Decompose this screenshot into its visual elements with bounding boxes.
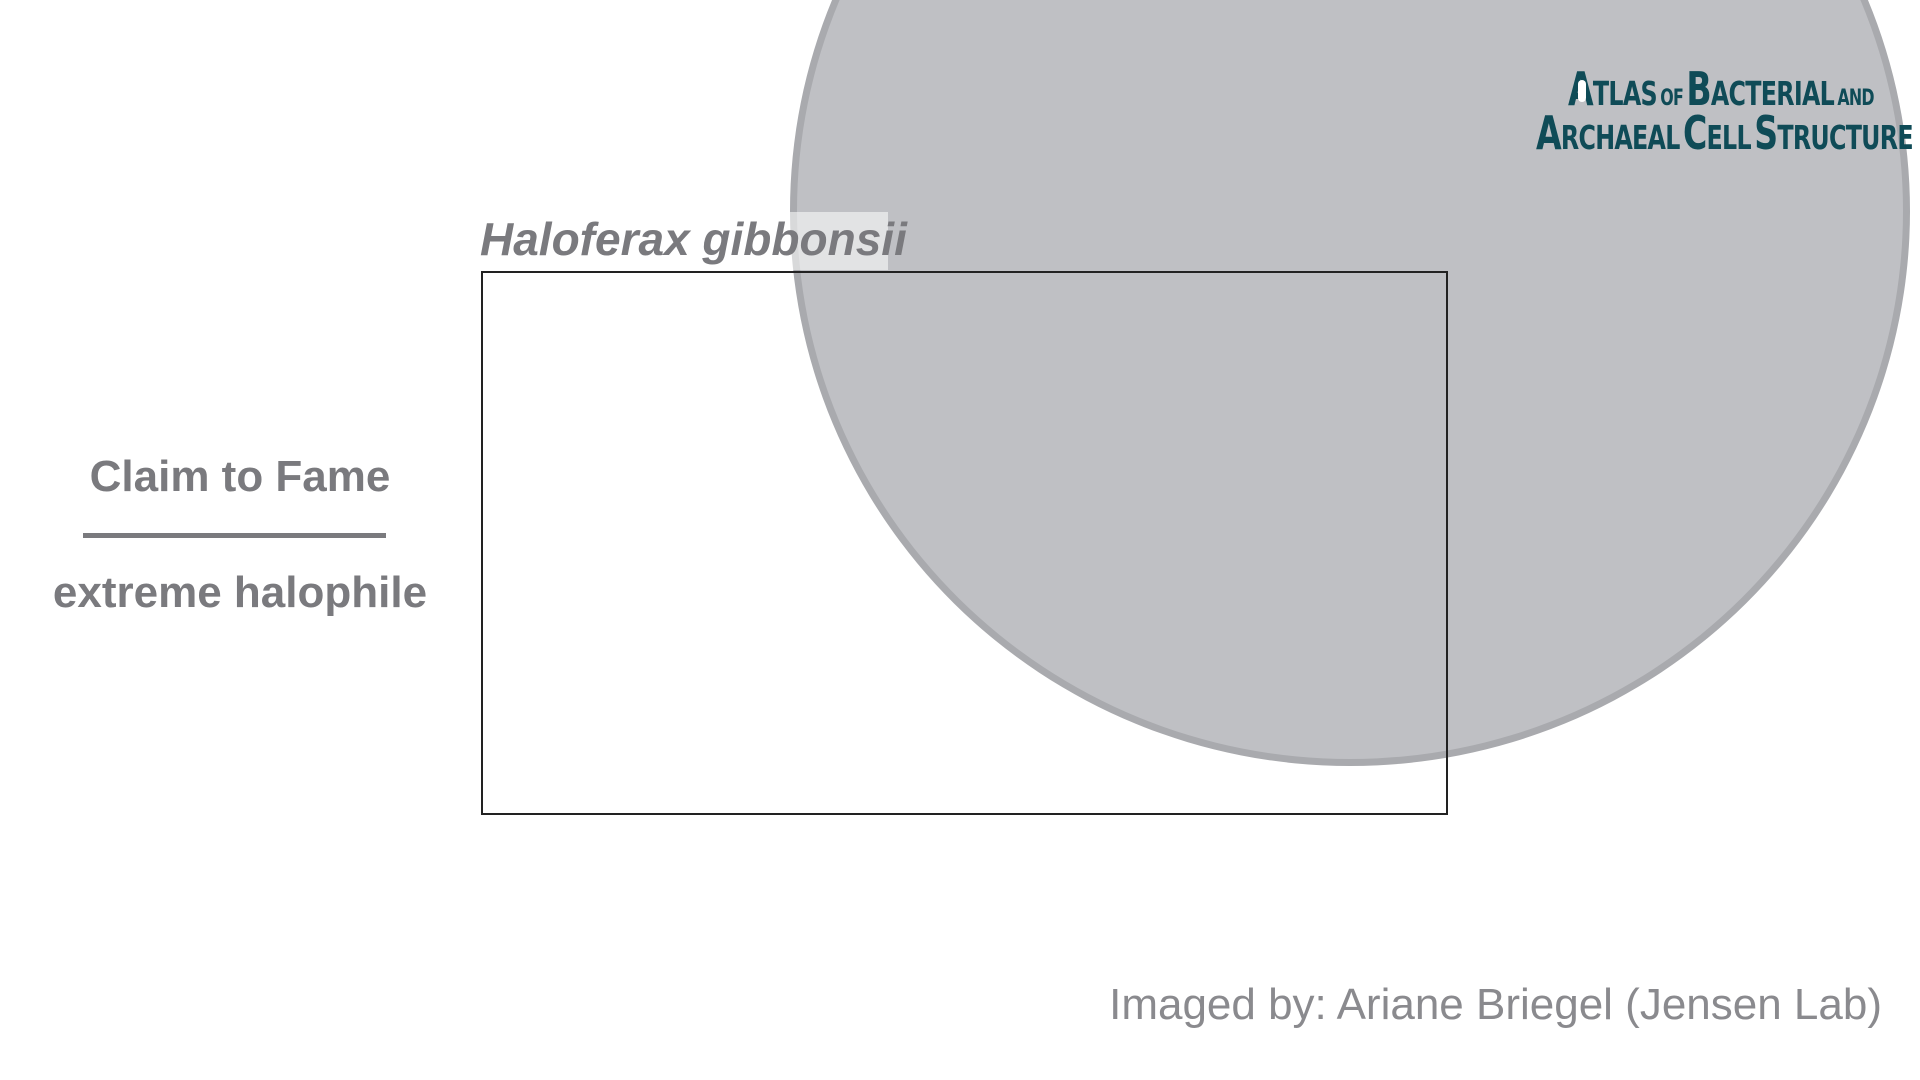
logo-word: ELL [1706,118,1752,157]
logo-letter: C [1682,106,1707,160]
logo-letter: A [1536,106,1562,160]
image-credit: Imaged by: Ariane Briegel (Jensen Lab) [1109,980,1882,1029]
species-label-background [478,212,888,270]
logo-word: RCHAEAL [1560,118,1680,157]
logo-word: TRUCTURE [1777,118,1913,157]
image-frame [481,271,1448,815]
logo-word: OF [1660,86,1684,111]
logo-line-1: ATLAS OF BACTERIAL AND [1568,62,1875,116]
logo-word: AND [1837,86,1874,111]
claim-divider [83,533,386,538]
species-name: Haloferax gibbonsii [480,213,907,265]
logo-letter: S [1754,106,1778,160]
logo-line-2: ARCHAEAL CELL STRUCTURE [1536,106,1914,160]
logo-word: TLAS [1592,74,1658,113]
claim-title: Claim to Fame [89,452,391,501]
atlas-logo: ATLAS OF BACTERIAL AND ARCHAEAL CELL STR… [1536,62,1914,160]
logo-cell-icon [1578,80,1586,102]
logo-letter: B [1686,62,1711,116]
logo-word: ACTERIAL [1710,74,1835,113]
claim-text: extreme halophile [52,568,428,617]
